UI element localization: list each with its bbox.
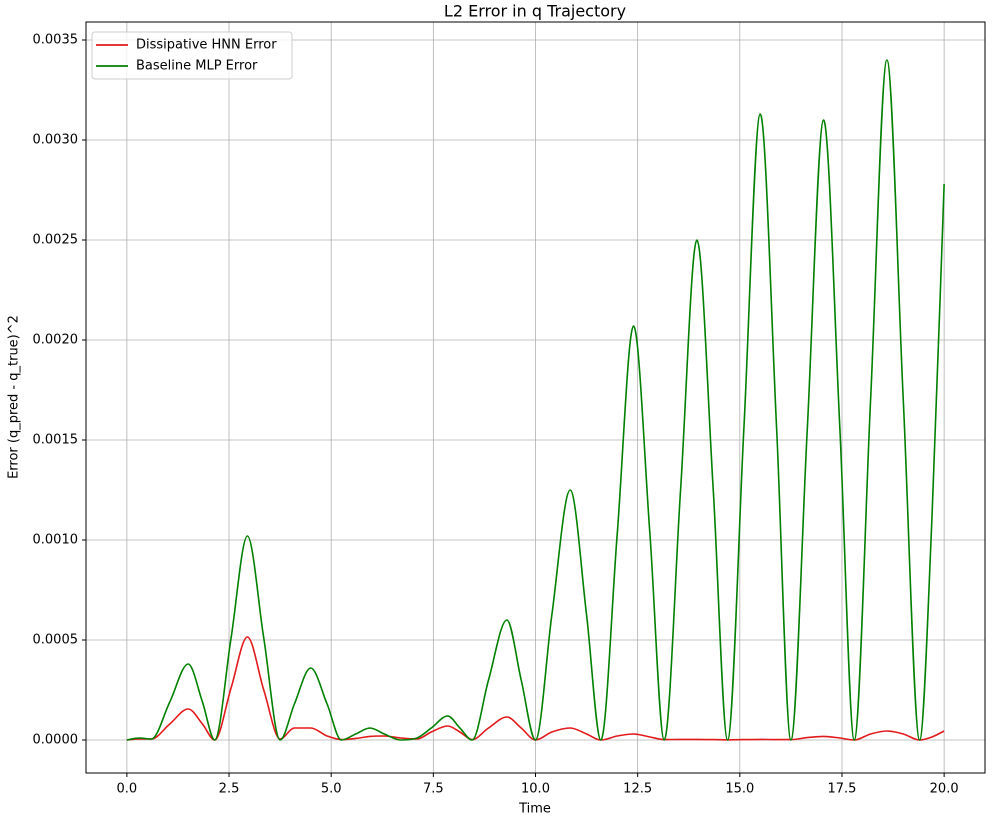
- x-tick-label: 7.5: [423, 782, 444, 797]
- x-tick-label: 20.0: [930, 782, 959, 797]
- y-tick-label: 0.0030: [33, 133, 79, 148]
- x-tick-label: 2.5: [219, 782, 240, 797]
- y-tick-label: 0.0020: [33, 333, 79, 348]
- x-tick-label: 12.5: [623, 782, 652, 797]
- y-axis-label: Error (q_pred - q_true)^2: [7, 315, 22, 479]
- y-tick-label: 0.0000: [33, 733, 79, 748]
- y-tick-label: 0.0025: [33, 233, 79, 248]
- y-tick-label: 0.0005: [33, 633, 79, 648]
- y-tick-label: 0.0015: [33, 433, 79, 448]
- y-tick-label: 0.0010: [33, 533, 79, 548]
- plot-frame: [85, 21, 986, 774]
- legend-label: Baseline MLP Error: [136, 59, 258, 74]
- series-line: [126, 59, 945, 741]
- x-tick-label: 15.0: [725, 782, 754, 797]
- x-tick-label: 0.0: [117, 782, 138, 797]
- x-axis-label: Time: [518, 802, 551, 817]
- x-tick-label: 17.5: [828, 782, 857, 797]
- y-tick-label: 0.0035: [33, 33, 79, 48]
- legend-label: Dissipative HNN Error: [136, 38, 277, 53]
- x-tick-label: 5.0: [321, 782, 342, 797]
- series-line: [126, 636, 945, 741]
- x-tick-label: 10.0: [521, 782, 550, 797]
- chart-title: L2 Error in q Trajectory: [444, 2, 626, 21]
- legend-box: [91, 31, 293, 80]
